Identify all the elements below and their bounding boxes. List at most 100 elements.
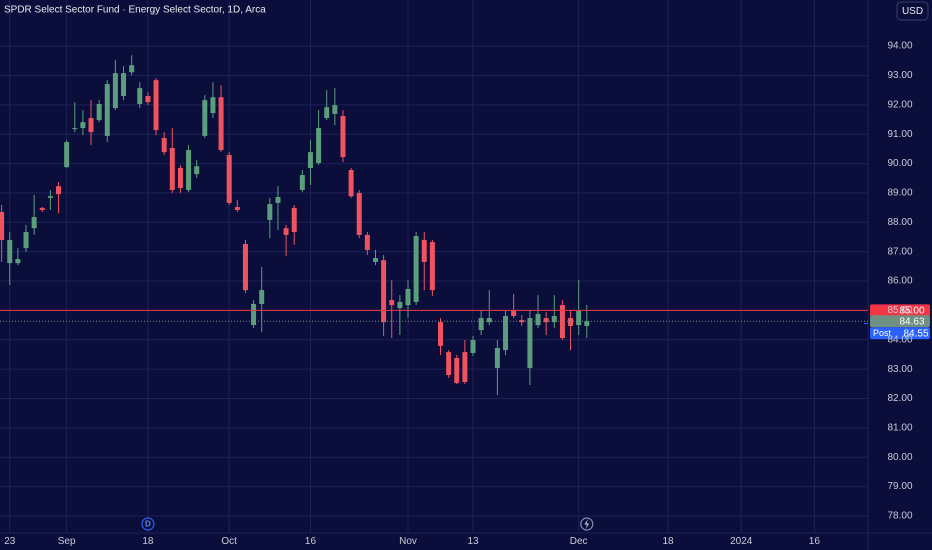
candle-body — [47, 196, 53, 198]
candle-body — [307, 152, 313, 168]
candle-body — [129, 65, 135, 73]
candle-body — [39, 207, 45, 210]
y-tick-label: 79.00 — [887, 481, 912, 492]
candle-body — [421, 239, 427, 262]
x-tick-label: 18 — [663, 536, 675, 547]
y-tick-label: 89.00 — [887, 188, 912, 199]
candle-body — [511, 310, 517, 316]
y-tick-label: 78.00 — [887, 511, 912, 522]
y-tick-label: 85.00 — [887, 305, 912, 316]
last-price-label: 84.63 — [899, 316, 924, 327]
candle-body — [486, 318, 492, 323]
candle-body — [405, 288, 411, 306]
candle-body — [145, 96, 151, 103]
y-tick-label: 81.00 — [887, 423, 912, 434]
candle-body — [242, 244, 248, 291]
candle-body — [56, 186, 62, 195]
x-tick-label: Sep — [58, 536, 76, 547]
currency-button[interactable] — [896, 1, 929, 21]
x-tick-label: Oct — [221, 536, 237, 547]
x-tick-label: 18 — [142, 536, 154, 547]
event-marker[interactable] — [141, 517, 155, 531]
candle-body — [462, 352, 468, 383]
candle-body — [381, 260, 387, 323]
candle-body — [72, 128, 78, 130]
candle-body — [519, 320, 525, 323]
y-tick-label: 87.00 — [887, 246, 912, 257]
candle-body — [23, 231, 29, 249]
candle-body — [226, 155, 232, 203]
candle-body — [169, 148, 175, 191]
candle-body — [535, 313, 541, 326]
candle-body — [494, 347, 500, 368]
candle-body — [503, 315, 509, 351]
x-tick-label: 23 — [4, 536, 16, 547]
chart-title: SPDR Select Sector Fund · Energy Select … — [4, 5, 266, 16]
candle-body — [218, 97, 224, 151]
y-tick-label: 83.00 — [887, 364, 912, 375]
candle-body — [202, 100, 208, 136]
candle-body — [0, 212, 5, 240]
y-tick-label: 88.00 — [887, 217, 912, 228]
candle-body — [291, 207, 297, 232]
candle-body — [31, 217, 37, 229]
candle-body — [340, 115, 346, 158]
candle-body — [438, 322, 444, 346]
horizontal-line-label: 85.00 — [899, 306, 924, 317]
candle-body — [234, 207, 240, 210]
candle-body — [251, 303, 257, 326]
candle-body — [316, 128, 322, 163]
candle-body — [15, 259, 21, 264]
candle-body — [527, 318, 533, 368]
post-price-tag: Post — [873, 328, 892, 338]
post-price-badge — [870, 327, 930, 340]
candle-body — [478, 318, 484, 331]
y-tick-label: 94.00 — [887, 41, 912, 52]
event-label[interactable]: D — [145, 520, 151, 529]
x-tick-label: Nov — [399, 536, 417, 547]
y-tick-label: 92.00 — [887, 99, 912, 110]
labels: 78.00 79.00 80.00 81.00 82.00 83.00 84.00 85.00… — [4, 41, 913, 547]
candle-body — [299, 175, 305, 191]
last-price-badge — [870, 315, 930, 328]
candle-body — [283, 228, 289, 235]
candle-body — [389, 300, 395, 306]
post-price-label: 84.55 — [903, 328, 928, 339]
candle-body — [259, 290, 265, 304]
candle-body — [568, 318, 574, 326]
candle-body — [7, 239, 13, 264]
y-tick-label: 84.00 — [887, 334, 912, 345]
candle-body — [121, 73, 127, 97]
candle-body — [446, 352, 452, 376]
candle-body — [429, 241, 435, 291]
candle-body — [576, 310, 582, 326]
candle-body — [194, 166, 200, 175]
candle-body — [64, 142, 70, 168]
y-tick-label: 90.00 — [887, 158, 912, 169]
candle-body — [559, 305, 565, 339]
candle-body — [372, 258, 378, 262]
y-tick-label: 82.00 — [887, 393, 912, 404]
y-tick-label: 91.00 — [887, 129, 912, 140]
candle-body — [551, 315, 557, 323]
y-tick-label: 80.00 — [887, 452, 912, 463]
horizontal-line-badge — [870, 304, 930, 317]
candle-body — [413, 236, 419, 302]
candle-body — [332, 105, 338, 114]
y-tick-label: 86.00 — [887, 276, 912, 287]
candle-body — [177, 167, 183, 188]
candle-body — [543, 318, 549, 323]
candle-body — [210, 97, 216, 114]
candle-body — [348, 170, 354, 197]
x-tick-label: 16 — [305, 536, 317, 547]
candle-body — [137, 88, 143, 104]
candle-body — [153, 80, 159, 131]
candle-body — [584, 321, 590, 326]
x-tick-label: 16 — [809, 536, 821, 547]
candle-body — [96, 103, 102, 121]
currency-label[interactable]: USD — [902, 6, 923, 17]
candle-body — [454, 357, 460, 383]
candle-body — [364, 234, 370, 250]
